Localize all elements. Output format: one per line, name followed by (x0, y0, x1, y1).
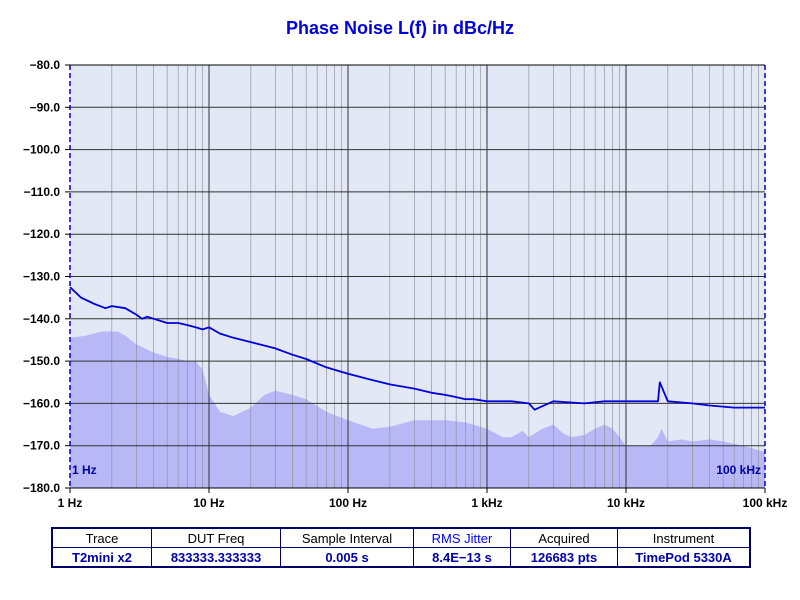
header-dut-freq: DUT Freq (151, 527, 281, 548)
y-tick-label: −120.0 (23, 227, 60, 241)
x-tick-label: 100 Hz (329, 496, 367, 510)
y-tick-label: −80.0 (30, 58, 61, 72)
value-rms-jitter: 8.4E−13 s (413, 547, 511, 568)
x-tick-label: 10 Hz (193, 496, 224, 510)
value-trace: T2mini x2 (51, 547, 152, 568)
value-instrument: TimePod 5330A (617, 547, 751, 568)
y-tick-label: −130.0 (23, 270, 60, 284)
y-tick-label: −180.0 (23, 481, 60, 495)
x-tick-label: 100 kHz (743, 496, 788, 510)
value-dut-freq: 833333.333333 (151, 547, 281, 568)
phase-noise-chart: 1 Hz 10 Hz 100 Hz 1 kHz 10 kHz 100 kHz −80.0 −9… (23, 58, 788, 510)
info-table-value-row: T2mini x2 833333.333333 0.005 s 8.4E−13 … (51, 547, 751, 568)
x-tick-label: 1 kHz (471, 496, 502, 510)
header-sample-interval: Sample Interval (280, 527, 414, 548)
info-table: Trace DUT Freq Sample Interval RMS Jitte… (51, 527, 751, 568)
y-tick-label: −100.0 (23, 143, 60, 157)
chart-title: Phase Noise L(f) in dBc/Hz (285, 18, 515, 38)
y-tick-label: −160.0 (23, 396, 60, 410)
y-tick-label: −170.0 (23, 439, 60, 453)
value-acquired: 126683 pts (510, 547, 618, 568)
y-tick-label: −150.0 (23, 354, 60, 368)
phase-noise-trace (69, 286, 765, 411)
noise-floor-area (70, 331, 765, 488)
header-instrument: Instrument (617, 527, 751, 548)
annotation-left: 1 Hz (72, 463, 97, 477)
header-acquired: Acquired (510, 527, 618, 548)
y-tick-label: −110.0 (24, 185, 61, 199)
y-tick-label: −140.0 (23, 312, 60, 326)
annotation-right: 100 kHz (716, 463, 761, 477)
header-trace: Trace (51, 527, 152, 548)
info-table-header-row: Trace DUT Freq Sample Interval RMS Jitte… (51, 527, 751, 548)
x-tick-label: 1 Hz (58, 496, 83, 510)
x-tick-label: 10 kHz (607, 496, 645, 510)
y-tick-label: −90.0 (30, 100, 61, 114)
value-sample-interval: 0.005 s (280, 547, 414, 568)
header-rms-jitter: RMS Jitter (413, 527, 511, 548)
